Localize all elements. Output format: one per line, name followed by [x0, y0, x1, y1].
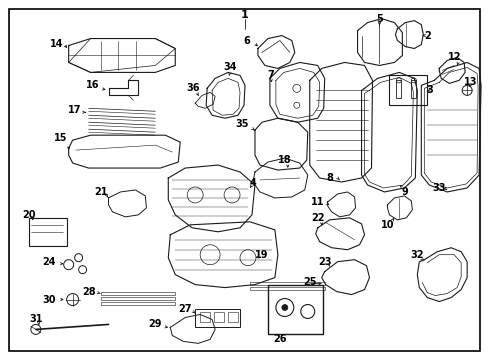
Bar	[388, 75, 427, 105]
Text: 12: 12	[447, 53, 460, 63]
Text: 9: 9	[400, 187, 407, 197]
Text: 4: 4	[249, 178, 256, 188]
Text: 21: 21	[94, 187, 107, 197]
Bar	[29, 218, 66, 246]
Text: 24: 24	[42, 257, 56, 267]
Text: 33: 33	[431, 183, 445, 193]
Bar	[101, 292, 175, 295]
Text: 13: 13	[464, 77, 477, 87]
Text: 3: 3	[425, 85, 432, 95]
Text: 19: 19	[255, 250, 268, 260]
Text: 28: 28	[81, 287, 95, 297]
Bar	[249, 282, 324, 285]
Text: 25: 25	[303, 276, 316, 287]
Text: 34: 34	[223, 62, 236, 72]
Text: 17: 17	[68, 105, 81, 115]
Bar	[410, 80, 415, 98]
Text: 31: 31	[29, 314, 42, 324]
Bar	[227, 312, 238, 323]
Bar	[101, 297, 175, 300]
Bar	[249, 287, 324, 290]
Text: 26: 26	[273, 334, 286, 345]
Text: 16: 16	[86, 80, 99, 90]
Bar	[267, 285, 322, 334]
Text: 22: 22	[310, 213, 324, 223]
Text: 1: 1	[241, 10, 248, 20]
Bar	[195, 310, 240, 328]
Text: 15: 15	[54, 133, 67, 143]
Text: 36: 36	[186, 84, 200, 93]
Text: 8: 8	[325, 173, 332, 183]
Text: 20: 20	[22, 210, 36, 220]
Text: 23: 23	[317, 257, 331, 267]
Bar	[214, 312, 224, 323]
Text: 10: 10	[380, 220, 393, 230]
Text: 30: 30	[42, 294, 56, 305]
Text: 35: 35	[235, 119, 248, 129]
Text: 7: 7	[267, 71, 274, 80]
Text: 11: 11	[310, 197, 324, 207]
Circle shape	[281, 305, 287, 310]
Text: 5: 5	[375, 14, 382, 24]
Text: 32: 32	[410, 250, 423, 260]
Text: 6: 6	[243, 36, 250, 46]
Bar	[396, 80, 401, 98]
Text: 29: 29	[148, 319, 162, 329]
Bar	[200, 312, 210, 323]
Bar	[101, 302, 175, 305]
Text: 18: 18	[278, 155, 291, 165]
Text: 14: 14	[50, 39, 63, 49]
Text: 2: 2	[423, 31, 430, 41]
Text: 27: 27	[178, 305, 192, 315]
